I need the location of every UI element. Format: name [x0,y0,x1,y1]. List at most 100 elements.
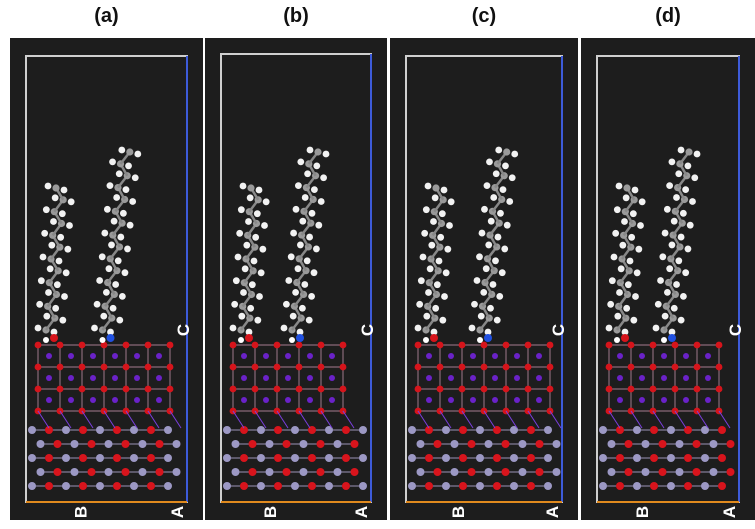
atom [308,454,316,462]
atom [621,334,629,342]
atom [481,386,488,393]
atom [616,183,623,190]
atom [443,269,450,276]
atom [469,325,476,332]
atom [635,246,642,253]
atom [662,313,669,320]
atom [54,281,61,288]
atom [632,187,639,194]
atom [617,375,623,381]
atom [483,265,490,272]
atom [46,375,52,381]
axis-c-label: C [358,324,377,336]
atom [340,386,347,393]
atom [519,440,527,448]
atom [614,337,620,343]
atom [672,364,679,371]
atom [525,386,532,393]
atom [434,440,442,448]
atom [295,182,302,189]
atom [56,258,63,265]
atom [57,364,64,371]
atom [52,184,59,191]
atom [727,440,735,448]
atom [167,364,174,371]
atom [116,317,123,324]
atom [309,210,316,217]
atom [639,198,646,205]
axis-a-label: A [352,506,371,518]
atom [423,206,430,213]
atom [432,184,439,191]
atom [678,317,685,324]
atom [673,281,680,288]
atom [306,234,313,241]
atom [650,386,657,393]
atom [164,426,172,434]
axis-c-label: C [174,324,193,336]
atom [57,386,64,393]
atom [468,468,476,476]
atom [283,468,291,476]
atom [117,234,124,241]
atom [423,337,429,343]
atom [147,482,155,490]
atom [130,454,138,462]
atom [308,293,315,300]
atom [28,482,36,490]
atom [223,426,231,434]
atom [417,440,425,448]
atom [718,482,726,490]
atom [485,468,493,476]
atom [479,230,486,237]
atom [536,353,542,359]
atom [468,440,476,448]
atom [683,353,689,359]
atom [628,364,635,371]
atom [685,246,692,253]
atom [687,222,694,229]
atom [304,257,311,264]
atom [536,468,544,476]
atom [307,353,313,359]
atom [164,454,172,462]
atom [503,386,510,393]
atom [470,375,476,381]
atom [627,258,634,265]
atom [274,454,282,462]
atom [156,353,162,359]
atom [633,482,641,490]
atom [300,468,308,476]
atom [446,222,453,229]
atom [430,334,438,342]
atom [156,468,164,476]
structure-panel [390,38,578,520]
atom [609,277,616,284]
atom [41,230,48,237]
atom [129,198,136,205]
atom [655,301,662,308]
atom [301,281,308,288]
atom [448,198,455,205]
atom [256,187,263,194]
atom [247,194,254,201]
atom [616,454,624,462]
atom [111,218,118,225]
atom [291,454,299,462]
atom [428,242,435,249]
atom [122,269,129,276]
atom [614,313,621,320]
atom [437,234,444,241]
atom [288,253,295,260]
atom [290,230,297,237]
axis-b-label: B [72,506,91,518]
atom [547,386,554,393]
atom [351,468,359,476]
atom [481,364,488,371]
atom [37,468,45,476]
atom [290,313,297,320]
atom [606,342,613,349]
atom [334,440,342,448]
atom [616,289,623,296]
atom [504,222,511,229]
